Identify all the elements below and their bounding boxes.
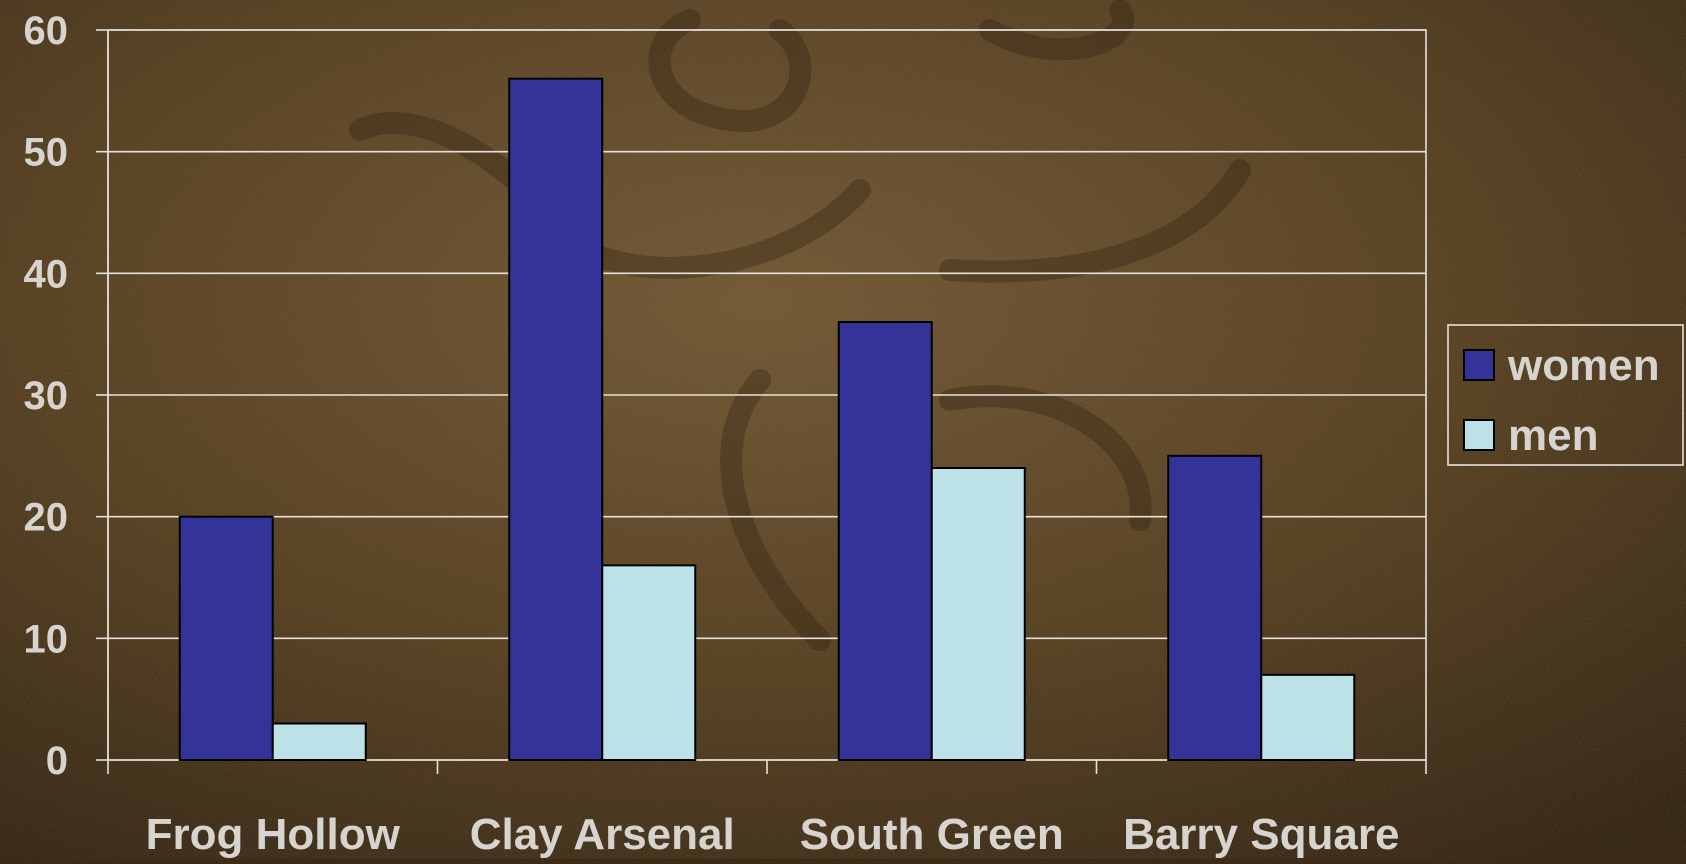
bar-men bbox=[1260, 673, 1356, 761]
y-tick-label: 20 bbox=[24, 496, 69, 540]
y-tick-label: 60 bbox=[24, 9, 69, 53]
bar-women bbox=[837, 321, 933, 761]
y-tick-label: 10 bbox=[24, 617, 69, 661]
y-tick-label: 0 bbox=[46, 739, 68, 783]
legend-swatch-women bbox=[1463, 349, 1495, 381]
bar-women bbox=[178, 515, 274, 762]
bar-men bbox=[601, 564, 697, 761]
legend-box bbox=[1447, 324, 1684, 466]
y-tick-label: 40 bbox=[24, 252, 69, 296]
legend-label-women: women bbox=[1507, 341, 1660, 390]
plot-frame bbox=[108, 29, 1427, 760]
y-tick-label: 50 bbox=[24, 131, 69, 175]
legend: women men bbox=[1447, 324, 1684, 466]
y-tick-label: 30 bbox=[24, 374, 69, 418]
x-category-label: Clay Arsenal bbox=[470, 810, 735, 859]
legend-label-men: men bbox=[1508, 411, 1598, 460]
bar-women bbox=[1167, 454, 1263, 761]
y-axis-tick-labels: 0 10 20 30 40 50 60 bbox=[24, 9, 69, 783]
bar-men bbox=[271, 722, 367, 761]
x-category-label: Frog Hollow bbox=[146, 810, 401, 859]
bar-men bbox=[930, 467, 1026, 761]
x-category-label: Barry Square bbox=[1123, 810, 1399, 859]
legend-swatch-men bbox=[1463, 419, 1495, 451]
x-category-label: South Green bbox=[800, 810, 1064, 859]
x-axis-category-labels: Frog Hollow Clay Arsenal South Green Barry … bbox=[146, 810, 1400, 859]
bar-women bbox=[508, 77, 604, 761]
bars bbox=[178, 77, 1356, 762]
